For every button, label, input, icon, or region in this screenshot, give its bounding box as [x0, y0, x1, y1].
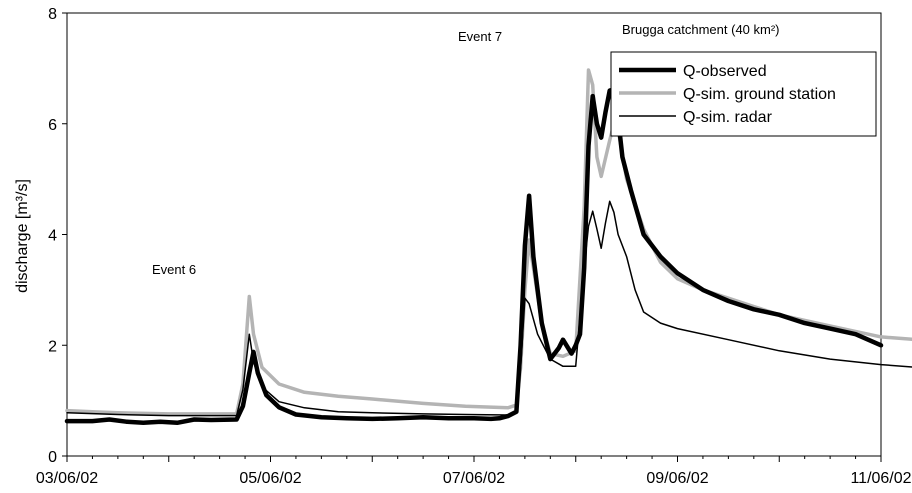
x-tick-label: 09/06/02 — [646, 470, 708, 487]
y-tick-label: 6 — [48, 117, 57, 134]
y-tick-label: 8 — [48, 6, 57, 23]
y-tick-label: 0 — [48, 449, 57, 466]
y-axis-label: discharge [m³/s] — [14, 179, 31, 293]
axes: 0 2 4 6 8 03/06/02 05/06/02 07/06/02 09/06/02 11/… — [36, 6, 912, 487]
y-tick-label: 4 — [48, 228, 57, 245]
event-7-label: Event 7 — [458, 29, 502, 44]
series-line-2 — [66, 200, 912, 417]
legend-label: Q-sim. radar — [683, 109, 773, 126]
series-line-0 — [64, 87, 884, 426]
x-tick-label: 03/06/02 — [36, 470, 98, 487]
legend: Q-observed Q-sim. ground station Q-sim. ra… — [610, 51, 877, 137]
event-6-label: Event 6 — [152, 262, 196, 277]
legend-label: Q-observed — [683, 63, 767, 80]
catchment-annotation: Brugga catchment (40 km²) — [622, 22, 780, 37]
x-tick-label: 07/06/02 — [443, 470, 505, 487]
annotations: Brugga catchment (40 km²) Event 6 Event … — [152, 22, 780, 277]
legend-label: Q-sim. ground station — [683, 86, 836, 103]
y-tick-label: 2 — [48, 338, 57, 355]
x-tick-label: 11/06/02 — [850, 470, 911, 487]
series-layer — [64, 68, 912, 426]
x-tick-label: 05/06/02 — [239, 470, 301, 487]
